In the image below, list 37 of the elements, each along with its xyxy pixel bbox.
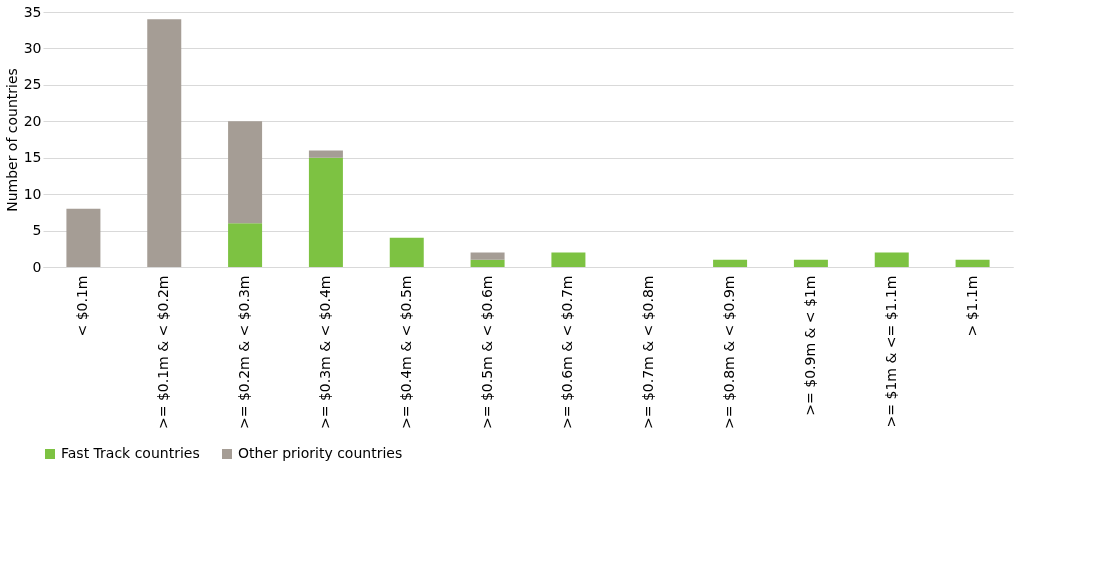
x-tick-label: >= $0.6m & < $0.7m: [559, 275, 576, 430]
x-tick-label: >= $0.2m & < $0.3m: [236, 275, 253, 430]
y-tick-label: 0: [32, 258, 42, 275]
y-axis-title: Number of countries: [3, 68, 20, 212]
bar: [793, 259, 828, 267]
bar: [308, 150, 343, 158]
y-tick-label: 25: [23, 76, 42, 93]
bar: [228, 121, 263, 224]
legend-label: Fast Track countries: [61, 445, 200, 461]
bar: [228, 223, 263, 267]
y-tick-label: 5: [32, 222, 42, 239]
y-tick-label: 35: [23, 3, 42, 20]
bar: [147, 19, 182, 267]
bar: [713, 259, 748, 267]
x-tick-label: >= $1m & <= $1.1m: [882, 275, 899, 428]
bar: [308, 157, 343, 267]
bar: [66, 208, 101, 267]
bar: [389, 237, 424, 267]
x-tick-label: >= $0.5m & < $0.6m: [478, 275, 495, 430]
bar: [470, 252, 505, 260]
bar: [470, 259, 505, 267]
y-tick-label: 30: [23, 39, 42, 56]
x-tick-label: >= $0.8m & < $0.9m: [721, 275, 738, 430]
x-tick-label: >= $0.9m & < $1m: [801, 275, 818, 416]
y-tick-label: 20: [23, 112, 42, 129]
x-tick-label: < $0.1m: [74, 275, 91, 337]
legend-label: Other priority countries: [238, 445, 403, 461]
bar: [551, 252, 586, 267]
bar: [874, 252, 909, 267]
x-tick-label: >= $0.7m & < $0.8m: [640, 275, 657, 430]
x-tick-label: >= $0.1m & < $0.2m: [155, 275, 172, 430]
x-tick-label: > $1.1m: [963, 275, 980, 337]
x-tick-label: >= $0.4m & < $0.5m: [397, 275, 414, 430]
y-tick-label: 10: [23, 185, 42, 202]
bar: [955, 259, 990, 267]
y-tick-label: 15: [23, 149, 42, 166]
x-tick-label: >= $0.3m & < $0.4m: [316, 275, 333, 430]
